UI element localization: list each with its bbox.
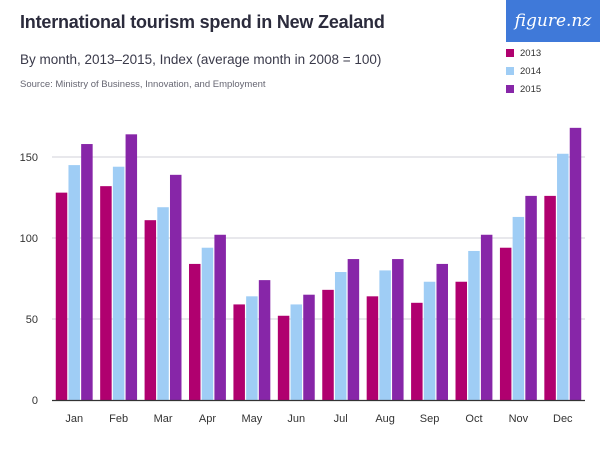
- bar-aug-2013: [366, 296, 379, 400]
- bar-aug-2014: [379, 270, 391, 400]
- x-tick-label-jul: Jul: [334, 413, 348, 425]
- bar-sep-2014: [423, 281, 436, 400]
- chart-subtitle: By month, 2013–2015, Index (average mont…: [20, 52, 382, 67]
- bar-dec-2015: [569, 127, 582, 400]
- bar-feb-2013: [100, 186, 112, 400]
- x-tick-label-mar: Mar: [154, 413, 173, 425]
- bar-jan-2013: [55, 192, 68, 400]
- bar-feb-2015: [125, 134, 138, 400]
- legend: 2013 2014 2015: [506, 44, 541, 98]
- bar-jun-2015: [303, 294, 315, 400]
- bar-jun-2013: [277, 315, 290, 400]
- bar-dec-2013: [544, 195, 556, 400]
- x-tick-label-dec: Dec: [553, 413, 573, 425]
- x-tick-label-jun: Jun: [287, 413, 305, 425]
- legend-label-2015: 2015: [520, 83, 542, 95]
- legend-item-2014: 2014: [506, 62, 541, 80]
- legend-swatch-2014: [506, 67, 514, 75]
- bar-oct-2014: [468, 250, 480, 400]
- y-tick-label-100: 100: [20, 233, 38, 245]
- bar-jan-2015: [81, 144, 93, 400]
- bar-oct-2015: [480, 234, 493, 400]
- bar-nov-2015: [525, 195, 537, 400]
- bar-jul-2014: [334, 272, 347, 400]
- legend-swatch-2015: [506, 85, 514, 93]
- bar-nov-2013: [499, 247, 512, 400]
- bar-aug-2015: [392, 259, 404, 400]
- figure-nz-logo[interactable]: figure.nz: [506, 0, 600, 42]
- legend-label-2014: 2014: [520, 65, 542, 77]
- x-tick-label-nov: Nov: [509, 413, 529, 425]
- x-tick-label-sep: Sep: [420, 413, 440, 425]
- chart-title: International tourism spend in New Zeala…: [20, 12, 385, 32]
- bar-apr-2013: [189, 263, 201, 400]
- bar-jul-2015: [347, 259, 360, 400]
- bar-mar-2013: [144, 220, 157, 400]
- y-tick-label-150: 150: [20, 152, 38, 164]
- y-tick-label-50: 50: [26, 314, 38, 326]
- x-tick-label-apr: Apr: [199, 413, 216, 425]
- bar-oct-2013: [455, 281, 468, 400]
- bar-apr-2014: [201, 247, 214, 400]
- legend-item-2013: 2013: [506, 44, 541, 62]
- y-tick-label-0: 0: [32, 395, 38, 407]
- bar-mar-2014: [157, 207, 169, 400]
- x-tick-label-feb: Feb: [109, 413, 128, 425]
- bar-may-2014: [246, 296, 258, 400]
- bar-may-2015: [258, 280, 271, 400]
- bar-jul-2013: [322, 289, 334, 400]
- x-tick-label-oct: Oct: [465, 413, 482, 425]
- bar-may-2013: [233, 304, 245, 400]
- bar-feb-2014: [112, 166, 125, 400]
- bar-dec-2014: [557, 153, 569, 400]
- x-tick-label-aug: Aug: [375, 413, 395, 425]
- x-tick-label-jan: Jan: [65, 413, 83, 425]
- bar-apr-2015: [214, 234, 226, 400]
- bar-jan-2014: [68, 165, 80, 400]
- x-tick-label-may: May: [241, 413, 262, 425]
- bar-mar-2015: [169, 174, 182, 400]
- bar-sep-2015: [436, 263, 448, 400]
- bar-jun-2014: [290, 304, 303, 400]
- legend-item-2015: 2015: [506, 80, 541, 98]
- bar-sep-2013: [411, 302, 423, 400]
- bar-nov-2014: [512, 216, 525, 400]
- legend-label-2013: 2013: [520, 47, 542, 59]
- chart-source: Source: Ministry of Business, Innovation…: [20, 79, 266, 90]
- legend-swatch-2013: [506, 49, 514, 57]
